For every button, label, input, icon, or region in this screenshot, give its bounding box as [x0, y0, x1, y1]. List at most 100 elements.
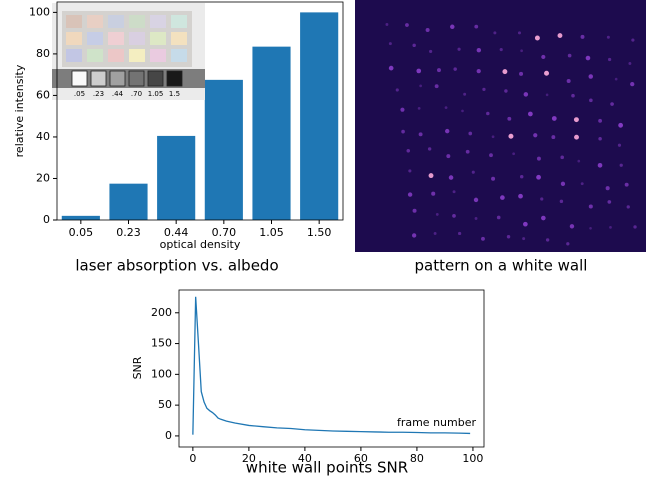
- laser-dot: [426, 28, 430, 32]
- bar: [157, 136, 195, 220]
- laser-dot: [437, 68, 441, 72]
- laser-dot: [524, 92, 528, 96]
- laser-dot: [631, 38, 634, 41]
- laser-dot: [477, 48, 481, 52]
- y-tick-label: 150: [151, 337, 172, 350]
- laser-dot: [540, 197, 543, 200]
- gray-patch: [110, 71, 125, 86]
- laser-dot: [412, 44, 415, 47]
- color-patch: [129, 49, 145, 62]
- gray-patch: [148, 71, 163, 86]
- bar: [109, 184, 147, 220]
- laser-dot: [507, 117, 511, 121]
- laser-dot: [408, 169, 411, 172]
- laser-dot: [412, 233, 416, 237]
- caption: pattern on a white wall: [415, 257, 588, 275]
- color-patch: [171, 15, 187, 28]
- laser-dot: [560, 200, 563, 203]
- laser-dot: [535, 36, 540, 41]
- laser-dot: [408, 192, 412, 196]
- laser-dot: [577, 160, 580, 163]
- laser-dot: [520, 49, 523, 52]
- laser-dot: [436, 213, 439, 216]
- laser-dot: [500, 195, 505, 200]
- laser-dot: [449, 175, 454, 180]
- laser-dot: [536, 175, 541, 180]
- laser-dot: [429, 173, 434, 178]
- x-tick-label: 1.50: [307, 226, 332, 239]
- laser-dot: [607, 200, 611, 204]
- laser-dot: [474, 198, 478, 202]
- line: [193, 297, 470, 435]
- laser-dot: [461, 110, 464, 113]
- y-axis-label: relative intensity: [13, 64, 26, 157]
- laser-dot: [435, 84, 439, 88]
- laser-dot: [620, 164, 623, 167]
- inset-label: .70: [131, 90, 142, 98]
- caption: white wall points SNR: [246, 459, 408, 477]
- laser-dot: [571, 94, 575, 98]
- y-tick-label: 0: [165, 429, 172, 442]
- color-patch: [108, 49, 124, 62]
- laser-dot: [507, 235, 510, 238]
- laser-dot: [522, 237, 525, 240]
- photo: [355, 0, 646, 252]
- laser-dot: [504, 89, 507, 92]
- laser-dot: [574, 135, 579, 140]
- laser-dot: [481, 237, 485, 241]
- laser-dot: [546, 94, 549, 97]
- color-patch: [87, 49, 103, 62]
- laser-dot: [589, 204, 593, 208]
- laser-dot: [457, 48, 460, 51]
- x-axis-label: frame number: [397, 416, 477, 429]
- laser-dot: [431, 192, 435, 196]
- y-tick-label: 200: [151, 306, 172, 319]
- laser-dot: [608, 58, 611, 61]
- laser-dot: [502, 69, 507, 74]
- laser-dot: [463, 93, 466, 96]
- x-axis-label: optical density: [160, 238, 241, 251]
- laser-dot: [627, 205, 630, 208]
- laser-dot: [533, 133, 537, 137]
- laser-dot: [428, 147, 431, 150]
- y-axis-label: SNR: [131, 356, 144, 379]
- laser-dot: [618, 123, 623, 128]
- x-tick-label: 0: [189, 452, 196, 465]
- laser-dot: [574, 117, 579, 122]
- inset-label: 1.5: [169, 90, 180, 98]
- laser-dot: [458, 232, 461, 235]
- figure: 0.050.230.440.701.051.50.05.23.44.701.05…: [0, 0, 648, 479]
- laser-dot: [628, 62, 631, 65]
- color-patch: [87, 15, 103, 28]
- laser-dot: [598, 137, 602, 141]
- inset-label: 1.05: [148, 90, 164, 98]
- laser-dot: [523, 222, 528, 227]
- laser-dot: [566, 242, 569, 245]
- laser-dot: [512, 152, 515, 155]
- laser-dot: [493, 31, 496, 34]
- laser-dot: [520, 175, 523, 178]
- x-tick-label: 80: [410, 452, 424, 465]
- laser-dot: [630, 82, 634, 86]
- laser-dot: [610, 102, 614, 106]
- laser-dot: [589, 74, 594, 79]
- laser-dot: [607, 36, 610, 39]
- laser-dot: [419, 85, 422, 88]
- laser-dot: [497, 216, 501, 220]
- color-patch: [87, 32, 103, 45]
- laser-dot: [558, 33, 563, 38]
- inset-label: .05: [74, 90, 85, 98]
- bar: [205, 80, 243, 220]
- color-patch: [150, 49, 166, 62]
- inset-label: .44: [112, 90, 124, 98]
- bar: [252, 47, 290, 220]
- laser-dot: [537, 157, 541, 161]
- laser-dot: [389, 42, 392, 45]
- y-tick-label: 100: [151, 367, 172, 380]
- laser-dot: [606, 186, 610, 190]
- color-patch: [66, 49, 82, 62]
- laser-dot: [477, 69, 481, 73]
- laser-dot: [418, 107, 421, 110]
- gray-patch: [72, 71, 87, 86]
- laser-dot: [413, 209, 417, 213]
